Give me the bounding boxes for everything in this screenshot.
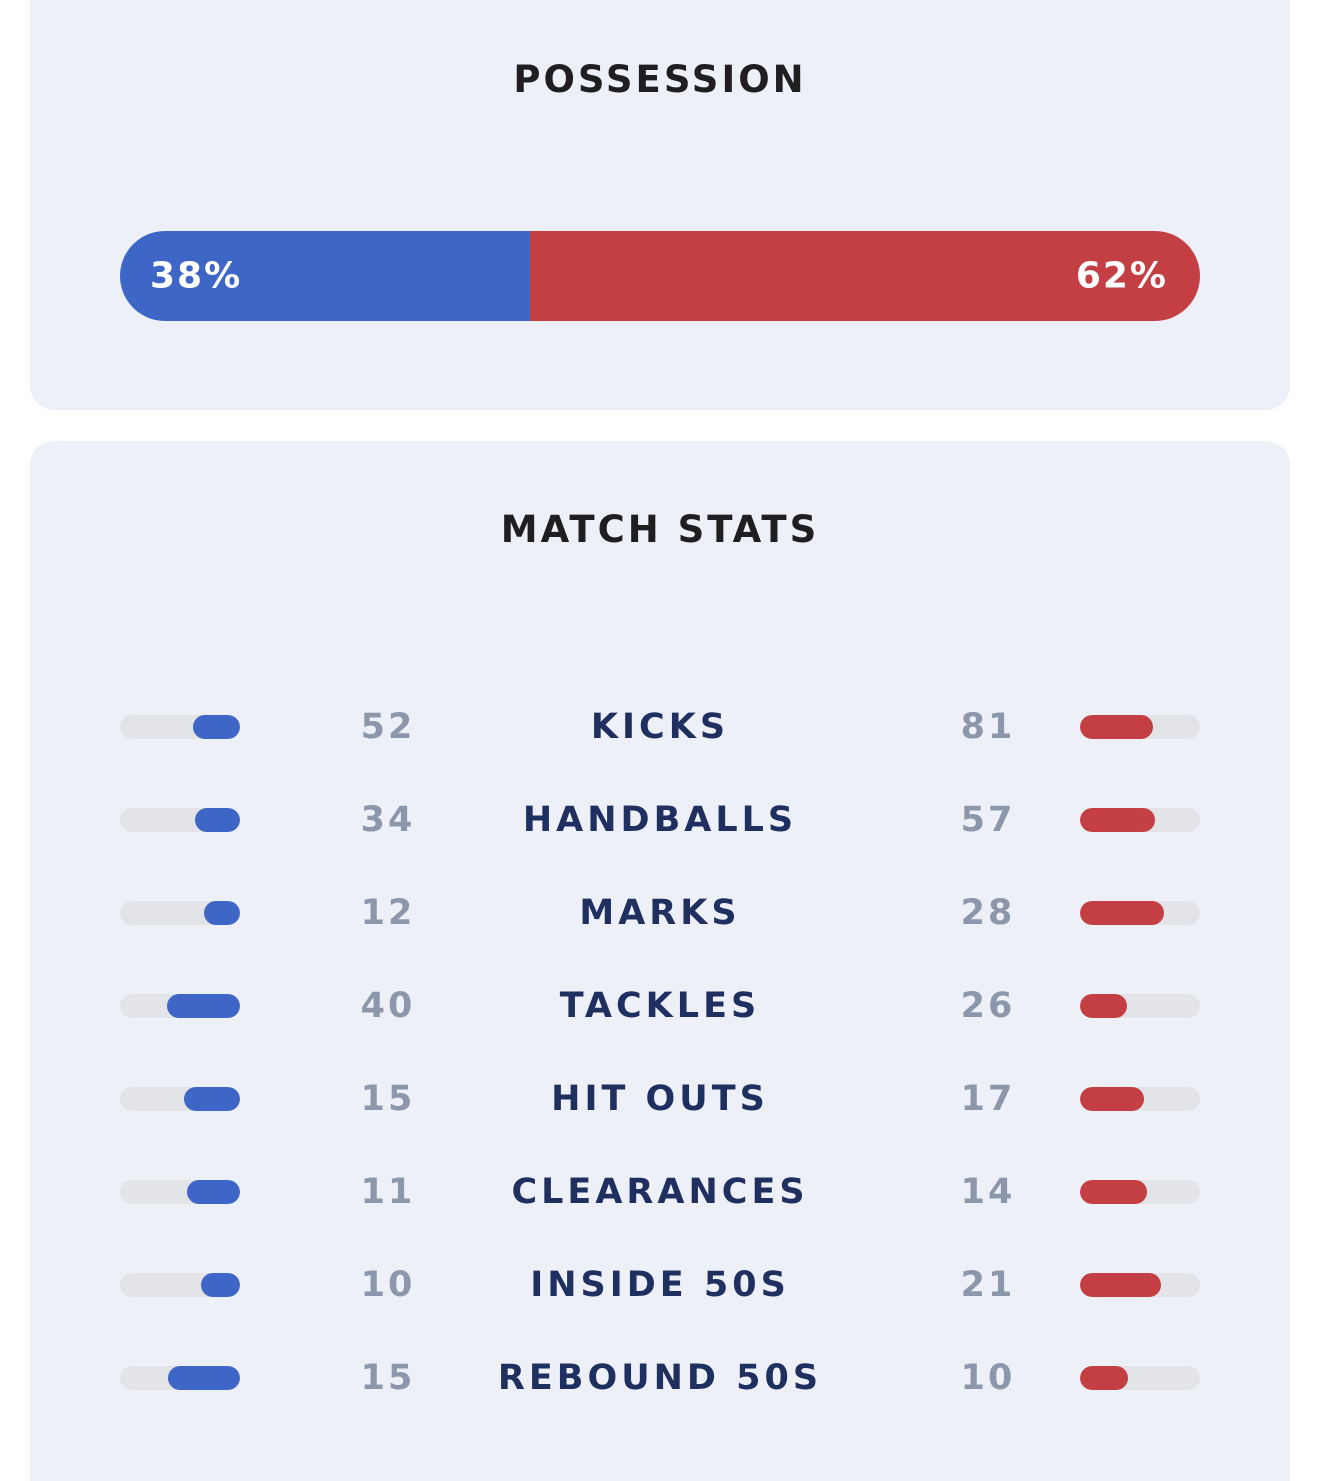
away-stat-bar-fill bbox=[1080, 1366, 1128, 1390]
possession-away-percent: 62% bbox=[1075, 255, 1168, 297]
home-stat-bar-fill bbox=[204, 901, 240, 925]
home-stat-bar-fill bbox=[183, 1087, 240, 1111]
away-stat-value: 21 bbox=[960, 1265, 1016, 1305]
possession-home-percent: 38% bbox=[150, 255, 243, 297]
home-stat-value: 11 bbox=[360, 1172, 416, 1212]
away-stat-bar bbox=[1080, 1087, 1200, 1111]
away-stat-bar-fill bbox=[1080, 715, 1154, 739]
match-stats-title: MATCH STATS bbox=[500, 508, 820, 551]
possession-bar: 38% 62% bbox=[120, 231, 1200, 321]
away-stat-bar bbox=[1080, 901, 1200, 925]
home-stat-bar bbox=[120, 1273, 240, 1297]
home-stat-bar-fill bbox=[167, 994, 240, 1018]
home-stat-bar bbox=[120, 901, 240, 925]
away-stat-bar-fill bbox=[1080, 1180, 1148, 1204]
possession-card: POSSESSION 38% 62% bbox=[30, 0, 1290, 410]
stat-label: TACKLES bbox=[559, 986, 761, 1026]
stat-row: 40 TACKLES 26 bbox=[120, 976, 1200, 1036]
away-stat-bar bbox=[1080, 715, 1200, 739]
stat-row: 34 HANDBALLS 57 bbox=[120, 790, 1200, 850]
away-stat-bar bbox=[1080, 808, 1200, 832]
away-stat-value: 14 bbox=[960, 1172, 1016, 1212]
away-stat-bar-fill bbox=[1080, 1087, 1144, 1111]
home-stat-bar-fill bbox=[168, 1366, 240, 1390]
stat-label: KICKS bbox=[590, 707, 730, 747]
away-stat-bar bbox=[1080, 994, 1200, 1018]
home-stat-value: 12 bbox=[360, 893, 416, 933]
home-stat-bar-fill bbox=[195, 808, 240, 832]
stat-label: INSIDE 50S bbox=[530, 1265, 790, 1305]
stat-row: 12 MARKS 28 bbox=[120, 883, 1200, 943]
possession-away-segment: 62% bbox=[530, 231, 1200, 321]
home-stat-value: 52 bbox=[360, 707, 416, 747]
home-stat-value: 15 bbox=[360, 1079, 416, 1119]
home-stat-bar-fill bbox=[193, 715, 240, 739]
home-stat-value: 40 bbox=[360, 986, 416, 1026]
away-stat-value: 26 bbox=[960, 986, 1016, 1026]
away-stat-value: 28 bbox=[960, 893, 1016, 933]
home-stat-bar bbox=[120, 715, 240, 739]
stat-label: HIT OUTS bbox=[551, 1079, 769, 1119]
away-stat-bar bbox=[1080, 1180, 1200, 1204]
home-stat-value: 15 bbox=[360, 1358, 416, 1398]
stat-row: 11 CLEARANCES 14 bbox=[120, 1162, 1200, 1222]
match-stats-card: MATCH STATS 52 KICKS 81 34 HANDBALLS 57 12 MARK… bbox=[30, 441, 1290, 1481]
away-stat-value: 57 bbox=[960, 800, 1016, 840]
stat-row: 15 REBOUND 50S 10 bbox=[120, 1348, 1200, 1408]
stat-label: REBOUND 50S bbox=[497, 1358, 823, 1398]
away-stat-bar bbox=[1080, 1273, 1200, 1297]
away-stat-bar-fill bbox=[1080, 901, 1164, 925]
possession-home-segment: 38% bbox=[120, 231, 531, 321]
home-stat-bar-fill bbox=[187, 1180, 240, 1204]
stat-label: MARKS bbox=[579, 893, 741, 933]
home-stat-bar bbox=[120, 808, 240, 832]
home-stat-bar bbox=[120, 1087, 240, 1111]
home-stat-bar bbox=[120, 1366, 240, 1390]
away-stat-bar-fill bbox=[1080, 808, 1156, 832]
away-stat-value: 10 bbox=[960, 1358, 1016, 1398]
away-stat-bar-fill bbox=[1080, 1273, 1162, 1297]
away-stat-bar-fill bbox=[1080, 994, 1128, 1018]
stat-row: 52 KICKS 81 bbox=[120, 697, 1200, 757]
home-stat-bar bbox=[120, 994, 240, 1018]
stat-row: 10 INSIDE 50S 21 bbox=[120, 1255, 1200, 1315]
home-stat-bar-fill bbox=[201, 1273, 240, 1297]
stat-label: CLEARANCES bbox=[511, 1172, 809, 1212]
home-stat-value: 10 bbox=[360, 1265, 416, 1305]
possession-title: POSSESSION bbox=[513, 58, 807, 101]
stat-label: HANDBALLS bbox=[522, 800, 798, 840]
away-stat-bar bbox=[1080, 1366, 1200, 1390]
home-stat-value: 34 bbox=[360, 800, 416, 840]
away-stat-value: 17 bbox=[960, 1079, 1016, 1119]
home-stat-bar bbox=[120, 1180, 240, 1204]
away-stat-value: 81 bbox=[960, 707, 1016, 747]
stat-row: 15 HIT OUTS 17 bbox=[120, 1069, 1200, 1129]
